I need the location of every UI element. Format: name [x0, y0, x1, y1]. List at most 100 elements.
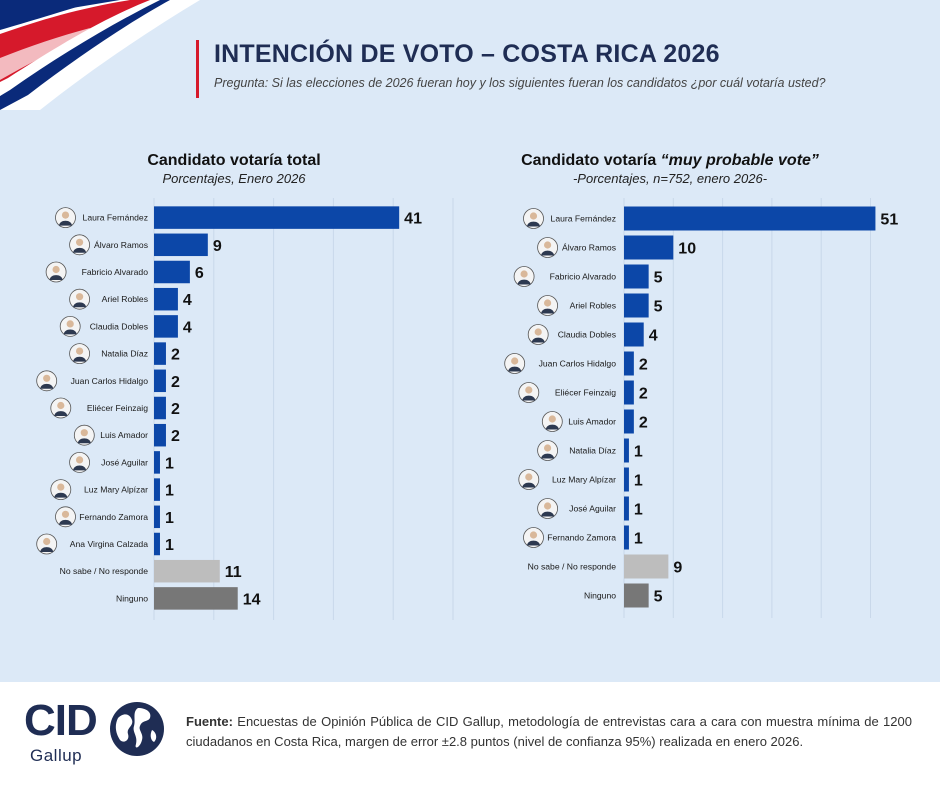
category-label-luis-amador: Luis Amador — [100, 430, 148, 440]
category-label-alvaro-ramos: Álvaro Ramos — [562, 243, 616, 253]
category-label-jose-aguilar: José Aguilar — [101, 457, 148, 467]
avatar-jose-aguilar — [69, 451, 90, 473]
avatar-claudia-dobles — [527, 324, 549, 345]
bar-claudia-dobles — [624, 322, 644, 347]
right-chart-title-text: Candidato votaría — [521, 152, 657, 169]
bar-claudia-dobles — [154, 315, 178, 338]
category-label-claudia-dobles: Claudia Dobles — [558, 330, 616, 340]
value-label-fernando-zamora: 1 — [634, 531, 643, 548]
avatar-ariel-robles — [537, 295, 558, 316]
avatar-natalia-diaz — [69, 343, 90, 365]
category-label-fabricio-alvarado: Fabricio Alvarado — [550, 272, 617, 282]
avatar-alvaro-ramos — [537, 237, 558, 258]
page-title: INTENCIÓN DE VOTO – COSTA RICA 2026 — [214, 40, 720, 68]
value-label-jose-aguilar: 1 — [634, 502, 643, 519]
avatar-fernando-zamora — [55, 506, 76, 528]
value-label-no-sabe-no-responde: 9 — [673, 560, 682, 577]
avatar-luz-mary-alpizar — [518, 469, 540, 490]
source-text: Encuestas de Opinión Pública de CID Gall… — [186, 714, 912, 749]
value-label-luz-mary-alpizar: 1 — [165, 483, 174, 500]
category-label-eliecer-feinzaig: Eliécer Feinzaig — [87, 403, 148, 413]
bar-luz-mary-alpizar — [154, 478, 160, 501]
value-label-alvaro-ramos: 9 — [213, 238, 222, 255]
bar-ana-virgina-calzada — [154, 532, 160, 556]
category-label-fabricio-alvarado: Fabricio Alvarado — [82, 267, 149, 277]
bar-ariel-robles — [624, 293, 649, 318]
category-label-juan-carlos-hidalgo: Juan Carlos Hidalgo — [539, 359, 617, 369]
value-label-ninguno: 14 — [243, 591, 261, 608]
avatar-eliecer-feinzaig — [50, 397, 72, 419]
bar-ninguno — [624, 583, 649, 608]
category-label-luis-amador: Luis Amador — [568, 417, 616, 427]
avatar-luis-amador — [541, 411, 563, 432]
avatar-claudia-dobles — [59, 315, 81, 337]
bar-eliecer-feinzaig — [624, 380, 634, 405]
bar-luis-amador — [154, 423, 166, 447]
category-label-laura-fernandez: Laura Fernández — [83, 213, 148, 223]
avatar-juan-carlos-hidalgo — [504, 353, 526, 374]
avatar-luis-amador — [73, 424, 95, 446]
bar-laura-fernandez — [154, 206, 400, 229]
value-label-ariel-robles: 5 — [654, 299, 663, 316]
avatar-laura-fernandez — [523, 208, 544, 229]
value-label-laura-fernandez: 51 — [880, 212, 898, 229]
left-chart-title: Candidato votaría total — [94, 152, 374, 170]
bar-luis-amador — [624, 409, 634, 434]
bar-alvaro-ramos — [624, 235, 674, 260]
avatar-laura-fernandez — [55, 207, 76, 229]
value-label-eliecer-feinzaig: 2 — [639, 386, 648, 403]
value-label-natalia-diaz: 1 — [634, 444, 643, 461]
category-label-ninguno: Ninguno — [584, 591, 616, 601]
value-label-luis-amador: 2 — [171, 428, 180, 445]
bar-juan-carlos-hidalgo — [624, 351, 634, 376]
category-label-alvaro-ramos: Álvaro Ramos — [94, 240, 148, 250]
bar-ninguno — [154, 587, 238, 610]
avatar-ana-virgina-calzada — [36, 533, 58, 555]
value-label-luis-amador: 2 — [639, 415, 648, 432]
category-label-luz-mary-alpizar: Luz Mary Alpízar — [552, 475, 616, 485]
bar-no-sabe-no-responde — [154, 559, 220, 583]
category-label-laura-fernandez: Laura Fernández — [551, 214, 616, 224]
bar-alvaro-ramos — [154, 233, 208, 257]
avatar-fabricio-alvarado — [513, 266, 535, 287]
category-label-jose-aguilar: José Aguilar — [569, 504, 616, 514]
gallup-logo-text: Gallup — [30, 746, 83, 765]
value-label-laura-fernandez: 41 — [404, 211, 422, 228]
cid-logo: CID — [24, 696, 98, 745]
globe-icon — [110, 702, 164, 756]
left-chart-title-text: Candidato votaría total — [147, 152, 321, 169]
value-label-ninguno: 5 — [654, 589, 663, 606]
left-bar-chart: Laura Fernández 41 Álvaro Ramos 9 Fabricio A… — [36, 198, 454, 620]
category-label-natalia-diaz: Natalia Díaz — [569, 446, 616, 456]
category-label-no-sabe-no-responde: No sabe / No responde — [528, 562, 617, 572]
category-label-juan-carlos-hidalgo: Juan Carlos Hidalgo — [71, 376, 149, 386]
value-label-juan-carlos-hidalgo: 2 — [639, 357, 648, 374]
avatar-luz-mary-alpizar — [50, 479, 72, 501]
value-label-no-sabe-no-responde: 11 — [225, 564, 242, 581]
source-note: Fuente: Encuestas de Opinión Pública de … — [186, 712, 912, 752]
bar-ariel-robles — [154, 287, 178, 311]
avatar-fernando-zamora — [523, 527, 544, 548]
value-label-fernando-zamora: 1 — [165, 510, 174, 527]
bar-jose-aguilar — [624, 496, 629, 521]
value-label-fabricio-alvarado: 6 — [195, 265, 204, 282]
left-chart-subtitle: Porcentajes, Enero 2026 — [162, 171, 306, 186]
avatar-alvaro-ramos — [69, 234, 90, 256]
category-label-luz-mary-alpizar: Luz Mary Alpízar — [84, 485, 148, 495]
bar-natalia-diaz — [624, 438, 629, 463]
right-chart-subtitle: -Porcentajes, n=752, enero 2026- — [572, 171, 768, 186]
value-label-alvaro-ramos: 10 — [678, 241, 696, 258]
bar-fernando-zamora — [624, 525, 629, 550]
header-accent-bar — [196, 40, 199, 98]
category-label-natalia-diaz: Natalia Díaz — [101, 349, 148, 359]
bar-jose-aguilar — [154, 451, 160, 474]
value-label-eliecer-feinzaig: 2 — [171, 401, 180, 418]
category-label-eliecer-feinzaig: Eliécer Feinzaig — [555, 388, 616, 398]
bar-fernando-zamora — [154, 505, 160, 529]
bar-eliecer-feinzaig — [154, 396, 166, 420]
category-label-ninguno: Ninguno — [116, 593, 148, 603]
bar-luz-mary-alpizar — [624, 467, 629, 492]
value-label-jose-aguilar: 1 — [165, 455, 174, 472]
category-label-no-sabe-no-responde: No sabe / No responde — [60, 566, 149, 576]
value-label-natalia-diaz: 2 — [171, 347, 180, 364]
